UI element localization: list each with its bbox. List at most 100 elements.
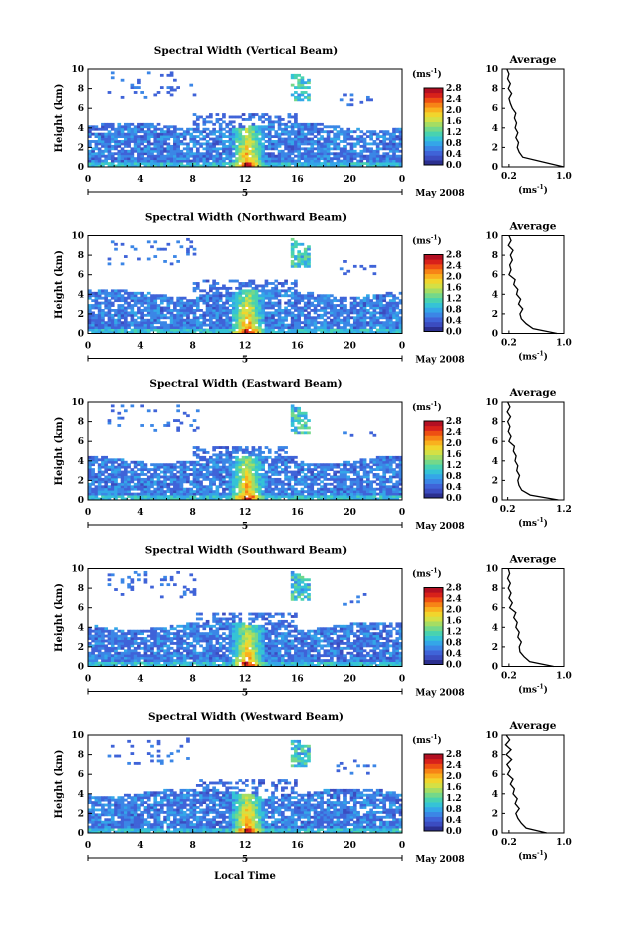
heatmap-cell [137,137,141,141]
heatmap-cell [339,299,344,303]
heatmap-cell [130,86,135,89]
heatmap-cell [284,451,288,454]
heatmap-cell [140,301,144,305]
heatmap-cell [101,492,105,496]
x-tick-label: 8 [190,508,196,518]
heatmap-cell [336,304,341,307]
heatmap-cell [251,482,256,486]
heatmap-cell [120,78,125,82]
heatmap-cell [88,291,92,295]
heatmap-cell [88,644,92,648]
heatmap-cell [379,301,383,305]
heatmap-cell [294,480,298,484]
heatmap-cell [110,463,115,467]
heatmap-cell [88,629,92,633]
heatmap-cell [123,132,128,136]
heatmap-cell [209,480,213,484]
heatmap-cell [169,470,174,474]
heatmap-cell [349,135,354,138]
heatmap-cell [120,130,125,134]
heatmap-cell [245,468,249,471]
heatmap-cell [117,159,122,163]
heatmap-cell [251,480,256,484]
heatmap-cell [294,125,298,129]
average-y-tick-label: 10 [485,232,498,242]
heatmap-cell [156,247,161,251]
heatmap-cell [398,323,403,327]
heatmap-cell [202,331,207,334]
heatmap-cell [297,98,301,102]
heatmap-cell [274,451,279,454]
x-tick-label: 4 [137,175,143,185]
heatmap-cell [153,495,158,498]
heatmap-cell [274,326,279,329]
heatmap-cell [202,473,207,476]
heatmap-cell [163,309,167,312]
heatmap-cell [120,289,125,293]
heatmap-cell [209,487,213,491]
heatmap-cell [166,424,171,427]
heatmap-cell [320,470,324,474]
heatmap-cell [248,164,252,168]
heatmap-cell [316,127,321,131]
heatmap-cell [179,152,184,156]
heatmap-cell [117,132,122,136]
average-x-label: (ms-1) [518,517,548,529]
heatmap-cell [195,490,200,494]
heatmap-cell [140,318,144,322]
heatmap-cell [294,132,298,136]
heatmap-cell [189,304,194,307]
heatmap-cell [150,309,154,312]
heatmap-cell [192,157,197,161]
heatmap-cell [264,321,269,325]
heatmap-cell [339,313,344,317]
heatmap-cell [133,140,138,143]
heatmap-cell [88,487,92,491]
heatmap-cell [94,490,99,494]
heatmap-cell [94,299,99,303]
heatmap-cell [195,282,200,285]
heatmap-cell [379,331,383,334]
heatmap-cell [349,497,354,501]
heatmap-cell [326,468,331,471]
heatmap-cell [179,480,184,484]
heatmap-cell [379,492,383,496]
heatmap-cell [251,159,256,163]
heatmap-cell [297,406,301,410]
heatmap-cell [267,492,272,496]
heatmap-cell [366,331,370,334]
heatmap-cell [192,428,197,432]
heatmap-cell [186,142,190,146]
y-tick-label: 0 [78,496,84,506]
heatmap-cell [362,316,367,320]
heatmap-cell [222,113,226,116]
heatmap-cell [343,492,347,496]
heatmap-cell [379,309,383,312]
heatmap-cell [159,495,164,498]
heatmap-cell [320,321,324,325]
heatmap-cell [225,475,230,479]
heatmap-cell [385,328,390,332]
heatmap-cell [153,490,158,494]
heatmap-cell [182,473,187,476]
heatmap-cell [140,323,144,327]
heatmap-cell [238,313,243,317]
heatmap-cell [336,309,341,312]
heatmap-cell [326,162,331,165]
heatmap-cell [114,331,118,334]
heatmap-cell [356,473,360,476]
heatmap-cell [156,321,161,325]
heatmap-cell [199,458,203,462]
heatmap-cell [330,313,334,317]
heatmap-cell [238,132,243,136]
heatmap-cell [235,458,239,462]
heatmap-cell [316,304,321,307]
heatmap-cell [339,309,344,312]
heatmap-cell [297,313,301,317]
panel-4: Spectral Width (Southward Beam)0246810He… [54,545,572,699]
heatmap-cell [228,140,233,143]
heatmap-cell [199,152,203,156]
heatmap-cell [343,306,347,310]
heatmap-cell [258,304,262,307]
heatmap-cell [284,446,288,449]
